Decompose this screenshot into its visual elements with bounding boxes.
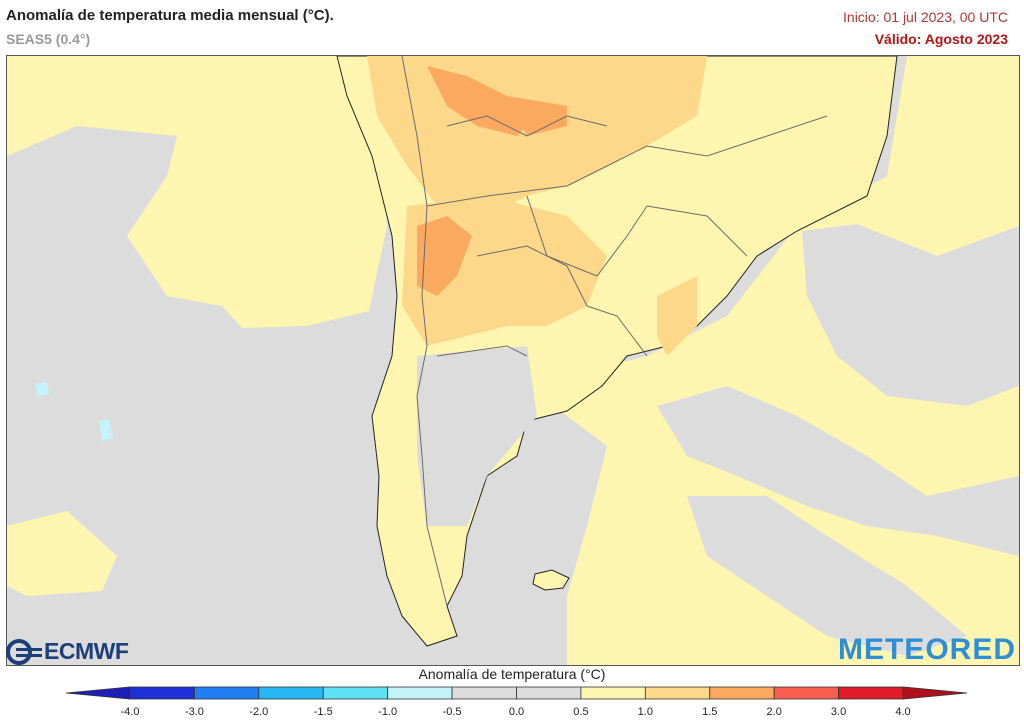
- legend-swatch: [258, 686, 324, 700]
- ecmwf-emblem-icon: [6, 638, 42, 665]
- valid-period: Válido: Agosto 2023: [874, 31, 1008, 47]
- border-lines: [401, 56, 828, 607]
- atlantic-neutral-patch-2: [657, 386, 1019, 556]
- legend-tick-label: -1.5: [314, 706, 333, 718]
- legend-swatch: [773, 686, 839, 700]
- legend-tick-label: -2.0: [249, 706, 268, 718]
- land-warm-1-5-east: [507, 96, 567, 136]
- legend-swatch: [322, 686, 389, 700]
- land-warm-1-5-north: [427, 66, 537, 136]
- legend-tick-label: 1.5: [702, 706, 717, 718]
- legend-swatch: [516, 686, 582, 700]
- legend-tick-label: -4.0: [121, 706, 140, 718]
- pacific-cold-patch-2: [99, 419, 113, 441]
- legend-max-arrow: [902, 686, 968, 700]
- pacific-cold-patch: [35, 382, 49, 396]
- legend-tick-label: 4.0: [895, 706, 910, 718]
- legend-swatch: [194, 686, 260, 700]
- init-time: Inicio: 01 jul 2023, 00 UTC: [843, 9, 1008, 25]
- land-warm-1-5-andes: [417, 216, 472, 296]
- legend-min-arrow: [65, 686, 131, 700]
- legend-tick-label: 2.0: [767, 706, 782, 718]
- legend-tick-label: 1.0: [638, 706, 653, 718]
- atlantic-neutral-patch-3: [687, 496, 967, 656]
- atlantic-neutral-patch: [802, 224, 1019, 406]
- legend-tick-label: 3.0: [831, 706, 846, 718]
- legend-swatch: [451, 686, 517, 700]
- legend-tick-label: -1.0: [378, 706, 397, 718]
- map-canvas: [7, 56, 1019, 665]
- atlantic-warm-1-0-spot: [657, 276, 697, 356]
- pacific-warm-patch: [7, 56, 387, 328]
- legend-title: Anomalía de temperatura (°C): [418, 666, 606, 682]
- legend-swatch: [129, 686, 195, 700]
- legend-tick-label: 0.0: [509, 706, 524, 718]
- color-scale-legend: -4.0 -3.0 -2.0 -1.5 -1.0 -0.5 0.0 0.5 1.0 1.5 2.0 3…: [65, 686, 968, 718]
- legend-swatch: [838, 686, 904, 700]
- ecmwf-logo-text: ECMWF: [44, 638, 129, 664]
- meteored-logo: METEORED: [837, 633, 1016, 666]
- ecmwf-logo: ECMWF: [6, 638, 129, 665]
- pacific-warm-patch-south: [7, 511, 117, 596]
- legend-tick-label: -3.0: [185, 706, 204, 718]
- legend-tick-label: -0.5: [443, 706, 462, 718]
- legend-swatch: [580, 686, 646, 700]
- legend-swatch: [644, 686, 711, 700]
- model-subtitle: SEAS5 (0.4°): [6, 31, 91, 47]
- legend-tick-label: 0.5: [573, 706, 588, 718]
- land-neutral-patagonia: [417, 346, 537, 526]
- legend-swatch: [709, 686, 775, 700]
- legend-swatch: [387, 686, 453, 700]
- anomaly-map: [6, 55, 1020, 666]
- map-title: Anomalía de temperatura media mensual (°…: [6, 7, 334, 24]
- falkland-islands: [532, 569, 570, 591]
